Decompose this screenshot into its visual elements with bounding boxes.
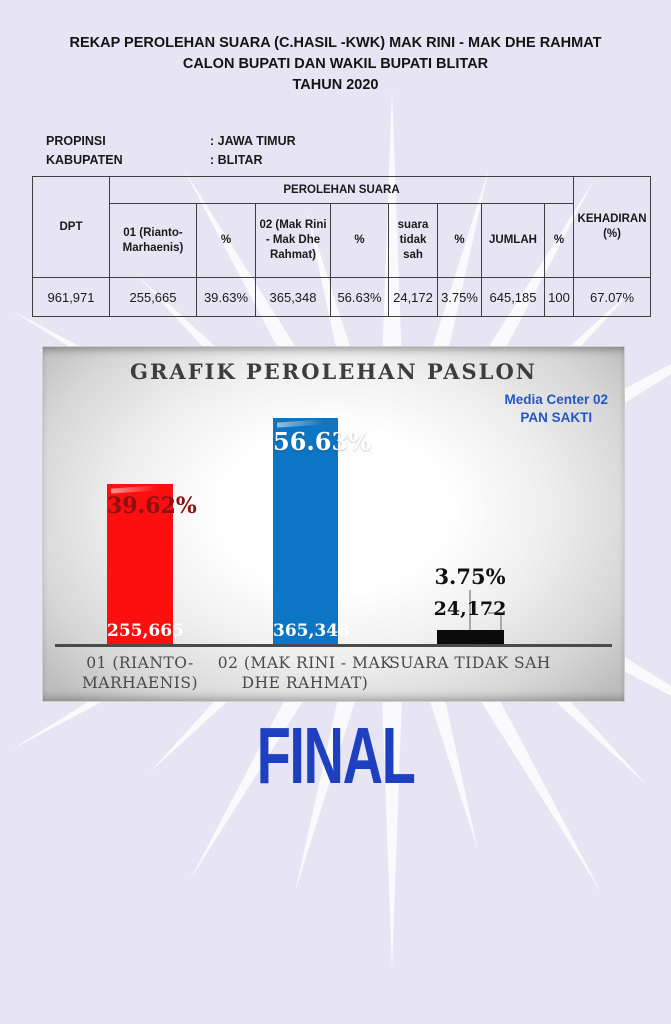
cell-pct-02: 56.63% [330, 277, 389, 317]
col-group-header-perolehan-suara: PEROLEHAN SUARA [108, 176, 575, 204]
propinsi-value: : JAWA TIMUR [210, 134, 296, 148]
bar-01-value-label: 255,665 [107, 621, 184, 641]
category-label-suara-tidak-sah: SUARA TIDAK SAH [389, 654, 551, 672]
page-title-line1: REKAP PEROLEHAN SUARA (C.HASIL -KWK) MAK… [69, 35, 602, 51]
table-row: 961,971 255,665 39.63% 365,348 56.63% 24… [32, 277, 652, 317]
col-header-dpt: DPT [32, 176, 110, 278]
vote-recap-table: DPT PEROLEHAN SUARA KEHADIRAN (%) 01 (Ri… [32, 176, 652, 317]
bar-suara-tidak-sah [437, 630, 504, 646]
cell-votes-02: 365,348 [255, 277, 331, 317]
col-header-jumlah: JUMLAH [481, 203, 545, 278]
col-header-suara-tidak-sah: suara tidak sah [388, 203, 438, 278]
col-header-pct-tidak-sah: % [437, 203, 482, 278]
bar-chart-panel: GRAFIK PEROLEHAN PASLON Media Center 02 … [42, 346, 625, 702]
page-title-line3: TAHUN 2020 [292, 77, 379, 93]
media-credit: Media Center 02 PAN SAKTI [504, 391, 608, 427]
col-header-kehadiran: KEHADIRAN (%) [573, 176, 652, 278]
region-info: PROPINSI : JAWA TIMUR KABUPATEN : BLITAR [46, 132, 296, 170]
cell-pct-01: 39.63% [196, 277, 256, 317]
bar-invalid-value-label: 24,172 [433, 598, 507, 620]
chart-baseline [55, 644, 612, 647]
cell-votes-01: 255,665 [109, 277, 197, 317]
propinsi-label: PROPINSI [46, 134, 106, 148]
category-label-paslon-02: 02 (MAK RINI - MAK DHE RAHMAT) [217, 654, 393, 693]
leader-line [469, 590, 471, 630]
cell-dpt: 961,971 [32, 277, 110, 317]
bar-01-percent-label: 39.62% [107, 493, 197, 519]
bar-02-value-label: 365,348 [273, 621, 350, 641]
cell-votes-tidak-sah: 24,172 [388, 277, 438, 317]
kabupaten-row: KABUPATEN : BLITAR [46, 151, 296, 170]
col-header-paslon01: 01 (Rianto-Marhaenis) [109, 203, 197, 278]
bar-invalid-percent-label: 3.75% [434, 564, 506, 589]
col-header-paslon02: 02 (Mak Rini - Mak Dhe Rahmat) [255, 203, 331, 278]
col-header-pct-jumlah: % [543, 203, 575, 278]
final-stamp: FINAL [256, 711, 416, 800]
cell-kehadiran: 67.07% [573, 277, 652, 317]
cell-pct-jumlah: 100 [543, 277, 575, 317]
kabupaten-label: KABUPATEN [46, 153, 123, 167]
bar-paslon-02: 56.63% 365,348 [273, 418, 371, 646]
leader-bracket-horizontal [488, 612, 502, 614]
chart-title: GRAFIK PEROLEHAN PASLON [130, 359, 537, 384]
col-header-pct02: % [330, 203, 389, 278]
cell-pct-tidak-sah: 3.75% [437, 277, 482, 317]
media-credit-line1: Media Center 02 [504, 392, 608, 407]
col-header-pct01: % [196, 203, 256, 278]
cell-jumlah: 645,185 [481, 277, 545, 317]
bar-02-percent-label: 56.63% [273, 427, 371, 456]
kabupaten-value: : BLITAR [210, 153, 263, 167]
propinsi-row: PROPINSI : JAWA TIMUR [46, 132, 296, 151]
page-title: REKAP PEROLEHAN SUARA (C.HASIL -KWK) MAK… [0, 33, 671, 96]
bar-paslon-01: 39.62% 255,665 [107, 484, 197, 646]
category-label-paslon-01: 01 (RIANTO- MARHAENIS) [81, 654, 199, 693]
media-credit-line2: PAN SAKTI [520, 410, 593, 426]
leader-bracket-vertical [500, 612, 502, 631]
page-title-line2: CALON BUPATI DAN WAKIL BUPATI BLITAR [182, 56, 489, 72]
